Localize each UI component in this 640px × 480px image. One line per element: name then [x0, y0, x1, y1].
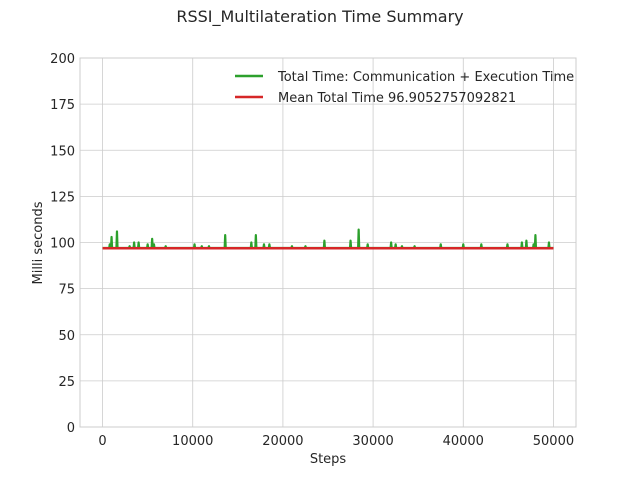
series-layer	[102, 228, 554, 250]
x-tick-label: 40000	[443, 434, 484, 449]
y-tick-label: 125	[50, 190, 75, 205]
x-tick-label: 20000	[262, 434, 303, 449]
legend-label-mean-time: Mean Total Time 96.9052757092821	[278, 91, 516, 106]
y-tick-labels: 0 25 50 75 100 125 150 175 200	[50, 52, 75, 436]
plot-area: 0 10000 20000 30000 40000 50000 0 25 50 75 100 125…	[50, 52, 577, 449]
x-tick-label: 30000	[352, 434, 393, 449]
x-tick-label: 10000	[172, 434, 213, 449]
y-tick-label: 100	[50, 237, 75, 252]
y-gridlines	[80, 57, 576, 428]
y-axis-label: Milli seconds	[31, 201, 46, 284]
chart-title: RSSI_Multilateration Time Summary	[176, 7, 463, 27]
y-tick-label: 75	[58, 283, 75, 298]
plot-frame	[79, 57, 577, 428]
y-tick-label: 50	[58, 329, 75, 344]
x-axis-label: Steps	[310, 452, 347, 467]
y-tick-label: 25	[58, 375, 75, 390]
x-tick-label: 50000	[533, 434, 574, 449]
y-tick-label: 150	[50, 144, 75, 159]
series-line-total-time	[102, 228, 554, 250]
legend: Total Time: Communication + Execution Ti…	[235, 70, 574, 106]
x-tick-label: 0	[98, 434, 106, 449]
x-tick-labels: 0 10000 20000 30000 40000 50000	[98, 434, 574, 449]
legend-label-total-time: Total Time: Communication + Execution Ti…	[277, 70, 574, 85]
y-tick-label: 200	[50, 52, 75, 67]
y-tick-label: 0	[67, 421, 75, 436]
y-tick-label: 175	[50, 98, 75, 113]
